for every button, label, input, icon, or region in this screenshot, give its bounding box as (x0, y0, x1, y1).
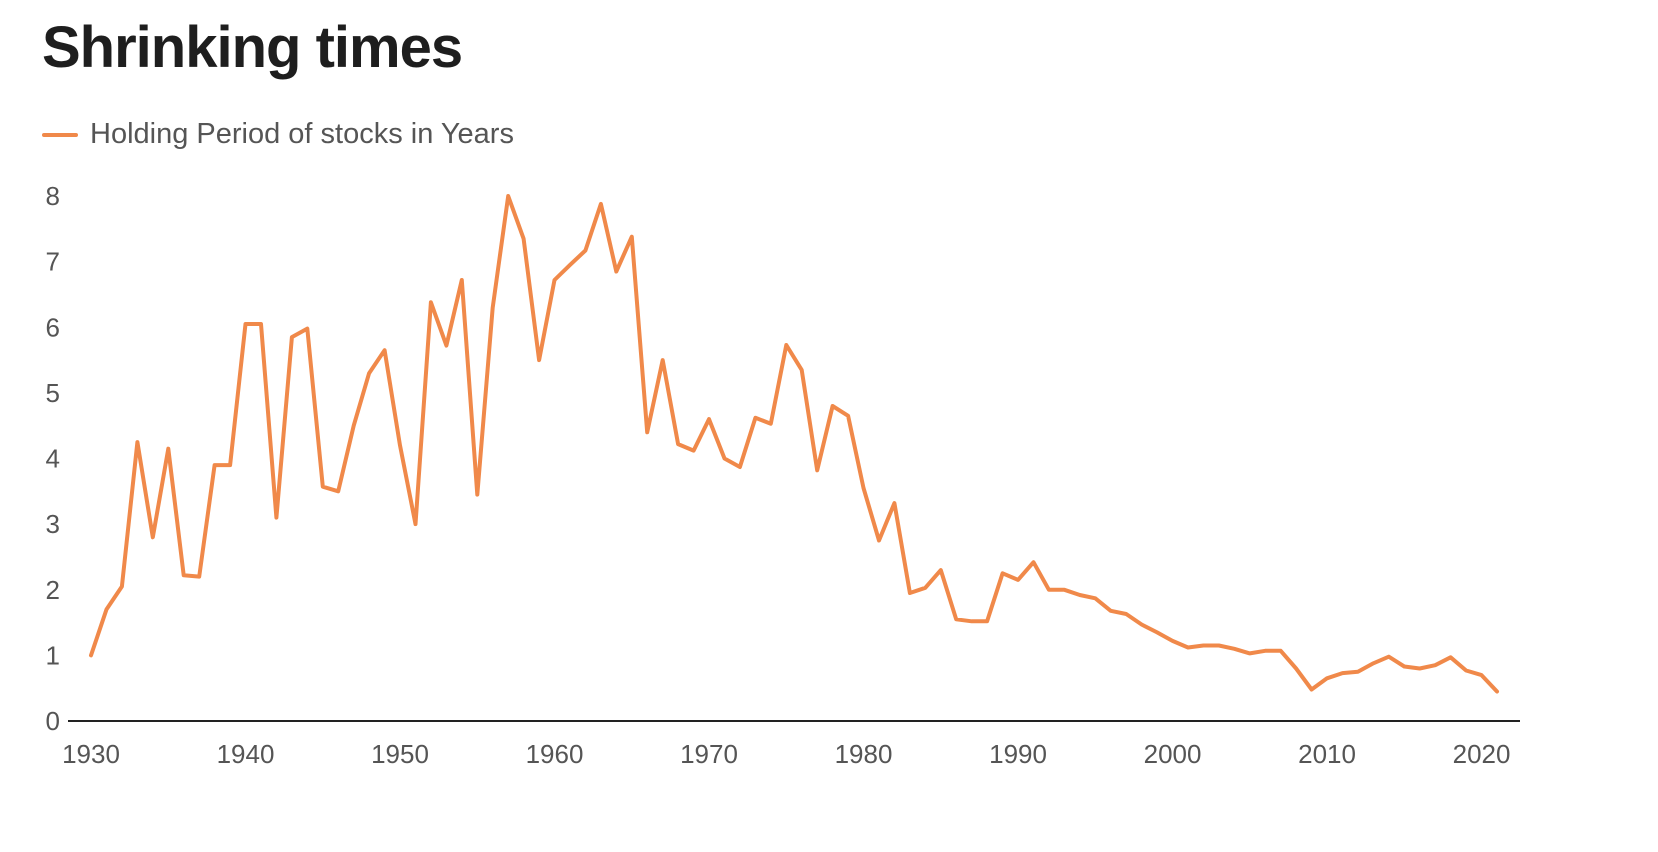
y-tick-label-4: 4 (46, 444, 60, 474)
y-tick-labels: 0 1 2 3 4 5 6 7 8 (46, 181, 60, 736)
y-tick-label-8: 8 (46, 181, 60, 211)
x-tick-label-1980: 1980 (835, 739, 893, 769)
legend: Holding Period of stocks in Years (42, 118, 514, 151)
x-tick-label-1990: 1990 (989, 739, 1047, 769)
x-tick-labels: 1930 1940 1950 1960 1970 1980 1990 2000 2010 2020 (62, 739, 1510, 769)
x-tick-label-2010: 2010 (1298, 739, 1356, 769)
legend-swatch (42, 132, 78, 137)
y-tick-label-7: 7 (46, 247, 60, 277)
x-tick-label-1940: 1940 (217, 739, 275, 769)
x-tick-label-1960: 1960 (526, 739, 584, 769)
x-tick-label-2000: 2000 (1144, 739, 1202, 769)
x-tick-label-1930: 1930 (62, 739, 120, 769)
x-tick-label-1970: 1970 (680, 739, 738, 769)
y-tick-label-6: 6 (46, 312, 60, 342)
legend-label: Holding Period of stocks in Years (90, 118, 514, 150)
series-lines (89, 194, 1499, 694)
y-tick-label-3: 3 (46, 509, 60, 539)
x-tick-label-2020: 2020 (1453, 739, 1511, 769)
series-line-0 (89, 194, 1499, 694)
x-tick-label-1950: 1950 (371, 739, 429, 769)
chart-title: Shrinking times (42, 15, 463, 80)
y-tick-label-0: 0 (46, 706, 60, 736)
y-tick-label-1: 1 (46, 640, 60, 670)
y-tick-label-5: 5 (46, 378, 60, 408)
y-tick-label-2: 2 (46, 575, 60, 605)
